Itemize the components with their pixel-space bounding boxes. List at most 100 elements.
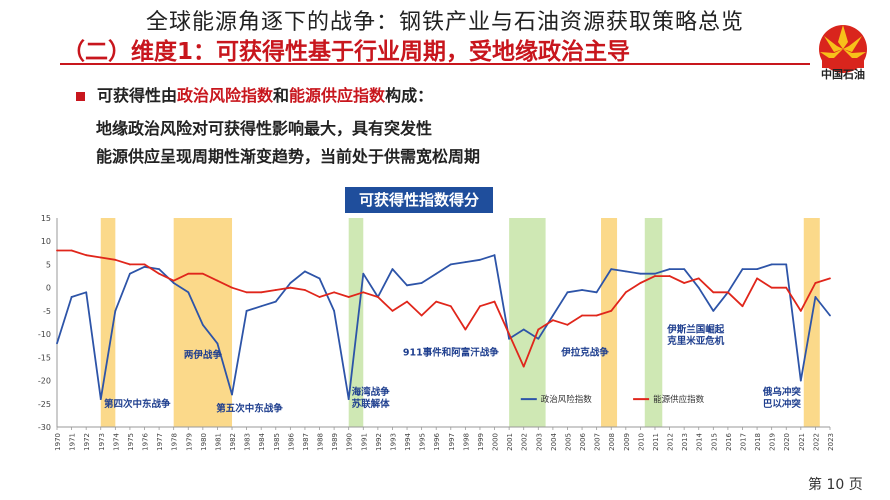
series-1-point <box>201 272 204 275</box>
bullet-suffix: 构成： <box>385 86 434 105</box>
event-band-1 <box>173 218 233 427</box>
event-annotation: 伊拉克战争 <box>560 347 609 359</box>
series-0-point <box>56 342 58 345</box>
bullet-line: 可获得性由政治风险指数和能源供应指数构成： <box>76 82 433 106</box>
series-1-point <box>610 309 613 312</box>
series-1-point <box>56 249 58 252</box>
series-1-point <box>493 300 496 303</box>
series-1-point <box>785 286 788 289</box>
series-0-point <box>683 268 686 270</box>
series-1-point <box>158 272 160 275</box>
series-0-point <box>85 291 88 294</box>
x-tick-label: 1984 <box>258 432 266 450</box>
x-tick-label: 1986 <box>287 432 295 450</box>
series-1-point <box>551 319 554 322</box>
series-1-point <box>333 291 336 294</box>
series-1-point <box>289 286 292 289</box>
series-0-point <box>231 393 233 396</box>
y-tick-label: 0 <box>46 284 51 293</box>
x-tick-label: 2021 <box>798 433 806 451</box>
series-0-point <box>814 296 817 298</box>
series-0-point <box>187 291 190 294</box>
x-tick-label: 1989 <box>331 433 339 451</box>
bullet-highlight-energy-supply: 能源供应指数 <box>289 86 386 105</box>
x-tick-label: 1996 <box>433 432 441 450</box>
heading-divider <box>60 63 810 65</box>
y-tick-label: -20 <box>38 377 51 386</box>
series-0-point <box>624 270 627 273</box>
x-tick-label: 1987 <box>302 433 310 451</box>
series-1-point <box>114 258 117 261</box>
x-tick-label: 2006 <box>579 432 587 450</box>
event-annotation: 伊斯兰国崛起 <box>666 323 725 335</box>
series-0-point <box>420 282 423 284</box>
x-tick-label: 2007 <box>594 433 602 451</box>
series-0-point <box>201 323 204 326</box>
series-0-point <box>493 254 496 257</box>
event-band-4 <box>601 218 618 427</box>
series-1-point <box>449 305 452 308</box>
series-0-point <box>158 268 160 270</box>
event-annotation: 俄乌冲突 <box>762 386 802 398</box>
x-tick-label: 2014 <box>696 432 704 450</box>
x-tick-label: 1978 <box>171 433 179 451</box>
petrochina-logo <box>819 25 867 73</box>
y-tick-label: -5 <box>43 307 51 316</box>
event-annotation: 第四次中东战争 <box>104 398 171 410</box>
series-line-1 <box>57 249 831 368</box>
series-0-point <box>566 291 569 294</box>
x-tick-label: 1975 <box>127 433 135 451</box>
series-1-point <box>216 279 219 282</box>
x-tick-label: 2002 <box>521 433 529 451</box>
series-1-point <box>85 254 88 257</box>
series-1-point <box>829 277 831 280</box>
x-tick-label: 2005 <box>564 433 572 451</box>
x-tick-label: 1980 <box>200 433 208 451</box>
x-tick-label: 1994 <box>404 432 412 450</box>
series-1-point <box>464 328 467 331</box>
sub-line-2: 能源供应呈现周期性渐变趋势，当前处于供需宽松周期 <box>96 147 481 166</box>
series-1-point <box>712 291 715 294</box>
x-tick-label: 1979 <box>185 433 193 451</box>
x-tick-label: 1993 <box>389 433 397 451</box>
x-tick-label: 2010 <box>637 433 645 451</box>
series-0-point <box>172 282 175 284</box>
series-1-point <box>814 282 817 284</box>
series-1-point <box>639 282 642 284</box>
series-0-point <box>289 282 292 284</box>
series-0-point <box>756 268 758 270</box>
series-1-point <box>304 289 306 291</box>
x-tick-label: 1988 <box>317 433 325 451</box>
series-1-point <box>799 309 802 312</box>
series-1-point <box>522 365 525 368</box>
series-1-point <box>347 296 350 298</box>
series-1-point <box>683 282 686 284</box>
series-1-point <box>260 291 263 294</box>
series-0-point <box>639 272 642 275</box>
series-1-point <box>406 300 408 303</box>
x-tick-label: 2018 <box>754 433 762 451</box>
event-annotation: 海湾战争 <box>352 386 391 398</box>
series-1-point <box>566 323 569 326</box>
series-0-point <box>537 337 540 340</box>
series-0-point <box>508 337 511 340</box>
series-0-point <box>274 300 277 303</box>
series-0-point <box>449 263 452 266</box>
x-tick-label: 2017 <box>739 433 747 451</box>
x-tick-label: 1982 <box>229 433 237 451</box>
bullet-square-icon <box>76 92 85 101</box>
x-tick-label: 2012 <box>667 433 675 451</box>
series-1-point <box>99 256 102 259</box>
series-0-point <box>304 270 306 273</box>
series-0-point <box>464 261 467 264</box>
x-tick-label: 2015 <box>710 433 718 451</box>
x-tick-label: 1973 <box>98 433 106 451</box>
series-0-point <box>347 398 350 401</box>
legend-label: 能源供应指数 <box>653 394 705 405</box>
x-tick-label: 1985 <box>273 433 281 451</box>
series-0-point <box>318 277 321 280</box>
y-tick-label: -10 <box>38 330 51 339</box>
series-1-point <box>172 279 175 282</box>
x-tick-label: 2022 <box>812 433 820 451</box>
series-0-point <box>216 342 219 345</box>
